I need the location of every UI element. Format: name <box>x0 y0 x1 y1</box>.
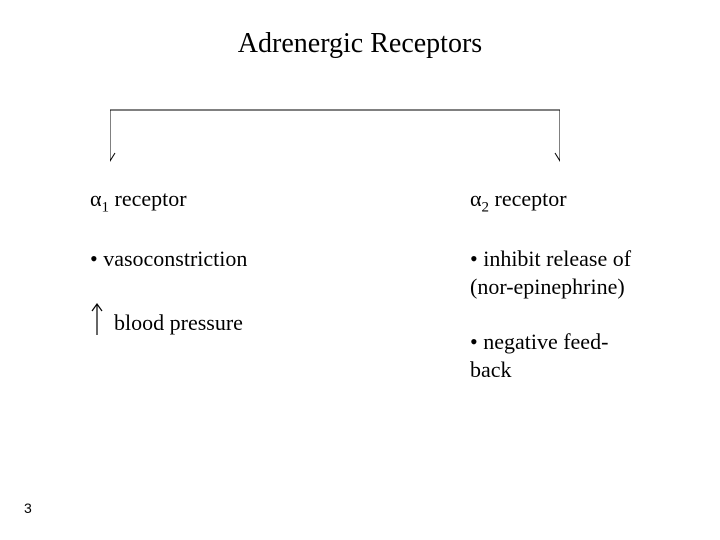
alpha2-heading-rest: receptor <box>489 186 567 211</box>
alpha1-heading-rest: receptor <box>109 186 187 211</box>
alpha2-bullet-inhibit-line2: (nor-epinephrine) <box>470 274 625 299</box>
arrow-up-icon <box>90 301 104 337</box>
alpha2-bullet-negfb-line1: • negative feed- <box>470 329 608 354</box>
alpha2-bullet-inhibit-line1: • inhibit release of <box>470 246 631 271</box>
alpha1-heading: α1 receptor <box>90 185 350 217</box>
alpha2-symbol: α <box>470 186 482 211</box>
branch-fork-diagram <box>110 100 560 170</box>
alpha2-bullet-negative-feedback: • negative feed- back <box>470 328 680 383</box>
alpha1-column: α1 receptor • vasoconstriction blood pre… <box>90 185 350 337</box>
blood-pressure-row: blood pressure <box>90 301 350 337</box>
alpha2-bullet-negfb-line2: back <box>470 357 512 382</box>
blood-pressure-label: blood pressure <box>114 309 243 337</box>
alpha1-subscript: 1 <box>102 199 110 215</box>
alpha1-symbol: α <box>90 186 102 211</box>
page-title: Adrenergic Receptors <box>0 28 720 60</box>
alpha2-column: α2 receptor • inhibit release of (nor-ep… <box>470 185 680 391</box>
alpha2-bullet-inhibit: • inhibit release of (nor-epinephrine) <box>470 245 680 300</box>
alpha2-heading: α2 receptor <box>470 185 680 217</box>
alpha1-bullet-vasoconstriction: • vasoconstriction <box>90 245 350 273</box>
page-number: 3 <box>24 500 32 516</box>
alpha2-subscript: 2 <box>482 199 490 215</box>
